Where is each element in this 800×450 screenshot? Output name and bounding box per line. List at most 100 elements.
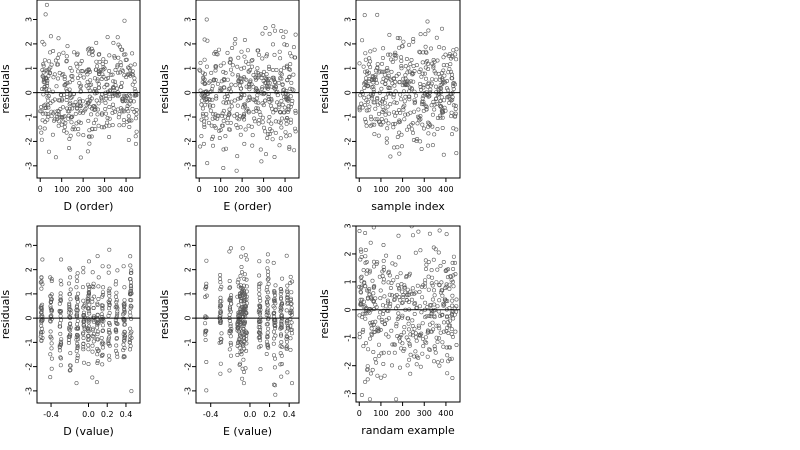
data-point [402,283,407,288]
data-point [221,69,226,74]
data-point [451,316,456,321]
data-point [75,345,80,350]
data-point [86,326,91,331]
data-point [367,306,372,311]
y-tick-label: -3 [344,390,353,398]
data-point [379,317,384,322]
data-point [285,326,290,331]
data-point [61,92,66,97]
data-point [240,366,245,371]
data-point [396,315,401,320]
data-point [386,270,391,275]
data-point [420,99,425,104]
data-point [421,85,426,90]
data-point [48,315,53,320]
data-point [204,293,209,298]
data-point [267,127,272,132]
data-point [229,67,234,72]
data-point [241,326,246,331]
data-point [224,146,229,151]
data-point [68,287,73,292]
data-point [121,312,126,317]
data-point [412,326,417,331]
data-point [408,110,413,115]
data-point [410,286,415,291]
data-point [45,112,50,117]
data-point [256,100,261,105]
data-point [446,345,451,350]
data-point [369,96,374,101]
data-point [450,298,455,303]
data-point [430,283,435,288]
data-point [415,114,420,119]
data-point [394,110,399,115]
data-point [221,118,226,123]
data-point [99,98,104,103]
data-point [291,72,296,77]
data-point [203,321,208,326]
data-point [386,280,391,285]
data-point [277,49,282,54]
y-axis-label: residuals [0,290,12,340]
data-point [392,121,397,126]
data-point [436,250,441,255]
data-point [419,331,424,336]
data-point [420,60,425,65]
data-point [88,98,93,103]
data-point [86,297,91,302]
data-point [121,264,126,269]
data-point [391,122,396,127]
data-point [376,327,381,332]
data-point [127,125,132,130]
data-point [363,76,368,81]
y-tick-label: 2 [25,267,34,272]
data-point [423,65,428,70]
data-point [430,77,435,82]
data-point [244,289,249,294]
data-point [287,74,292,79]
data-point [128,343,133,348]
data-point [97,85,102,90]
data-point [244,330,249,335]
data-point [385,308,390,313]
data-point [67,109,72,114]
data-point [225,120,230,125]
data-point [89,46,94,51]
x-tick-label: 300 [417,409,432,418]
data-point [238,332,243,337]
data-point [128,334,133,339]
data-point [265,290,270,295]
data-point [393,56,398,61]
data-point [363,316,368,321]
data-point [80,285,85,290]
data-point [438,113,443,118]
data-point [263,129,268,134]
data-point [103,111,108,116]
data-point [391,278,396,283]
data-point [411,64,416,69]
data-point [424,105,429,110]
data-point [61,119,66,124]
data-point [416,323,421,328]
data-point [433,71,438,76]
data-point [99,312,104,317]
data-point [241,343,246,348]
data-point [101,74,106,79]
data-point [235,112,240,117]
data-point [454,47,459,52]
data-point [447,67,452,72]
data-point [114,298,119,303]
data-point [432,302,437,307]
data-point [74,313,79,318]
data-point [241,323,246,328]
data-point [242,296,247,301]
data-point [365,295,370,300]
data-point [403,64,408,69]
data-point [426,120,431,125]
data-point [242,283,247,288]
data-point [58,321,63,326]
data-point [402,325,407,330]
